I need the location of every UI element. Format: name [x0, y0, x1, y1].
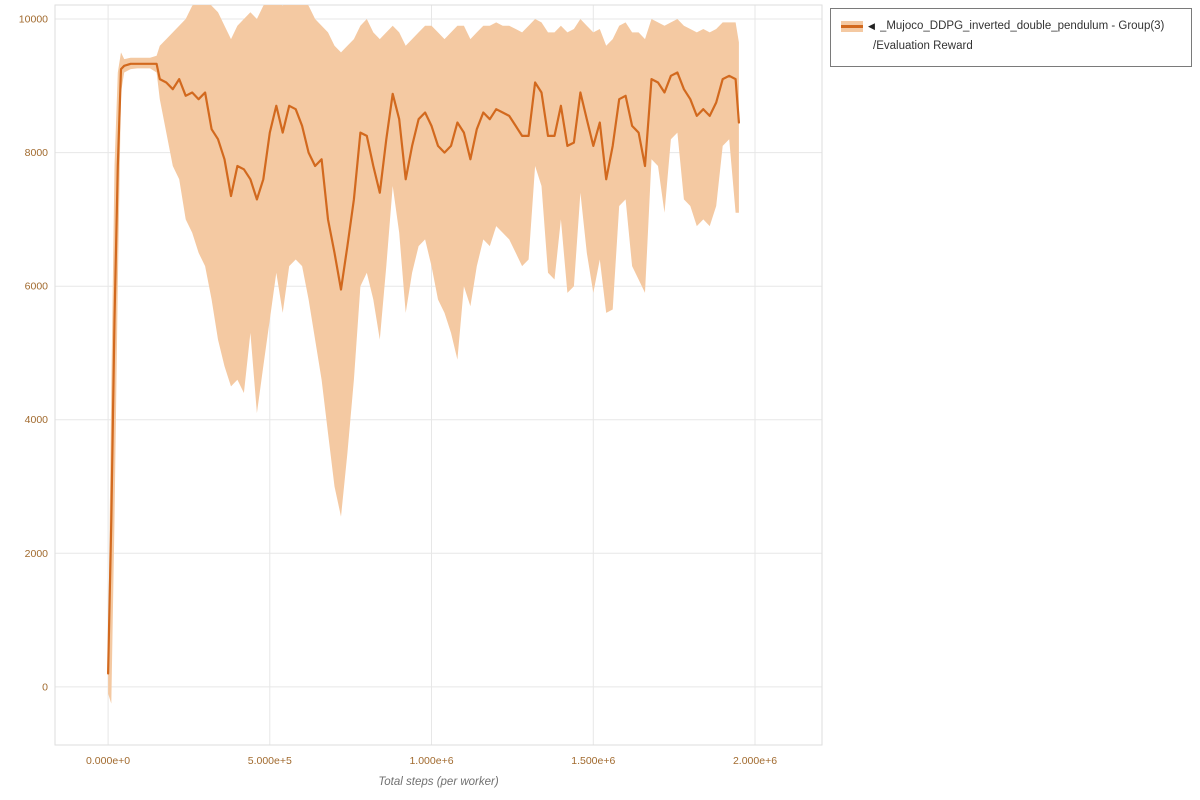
legend-row: ◀ _Mujoco_DDPG_inverted_double_pendulum … — [841, 17, 1181, 37]
y-tick-labels: 0 2000 4000 6000 8000 10000 — [19, 14, 48, 694]
legend-metric-name: /Evaluation Reward — [873, 39, 973, 52]
legend-swatch — [841, 21, 863, 33]
svg-text:4000: 4000 — [25, 414, 49, 426]
legend-swatch-line — [841, 25, 863, 29]
svg-text:5.000e+5: 5.000e+5 — [248, 755, 292, 767]
legend[interactable]: ◀ _Mujoco_DDPG_inverted_double_pendulum … — [830, 8, 1192, 68]
x-axis-title: Total steps (per worker) — [378, 776, 499, 788]
svg-text:0.000e+0: 0.000e+0 — [86, 755, 130, 767]
svg-text:1.000e+6: 1.000e+6 — [409, 755, 453, 767]
x-tick-labels: 0.000e+0 5.000e+5 1.000e+6 1.500e+6 2.000e+6 — [86, 755, 777, 767]
legend-collapse-icon[interactable]: ◀ — [868, 21, 875, 32]
svg-text:8000: 8000 — [25, 147, 49, 159]
svg-text:2.000e+6: 2.000e+6 — [733, 755, 777, 767]
legend-series-name: _Mujoco_DDPG_inverted_double_pendulum - … — [879, 20, 1165, 32]
plot-frame — [54, 4, 823, 746]
svg-text:6000: 6000 — [25, 281, 49, 293]
svg-text:1.500e+6: 1.500e+6 — [571, 755, 615, 767]
svg-text:10000: 10000 — [19, 14, 48, 26]
svg-text:2000: 2000 — [25, 548, 49, 560]
mean-line — [107, 62, 740, 675]
svg-text:0: 0 — [42, 681, 48, 693]
confidence-band — [108, 5, 739, 704]
